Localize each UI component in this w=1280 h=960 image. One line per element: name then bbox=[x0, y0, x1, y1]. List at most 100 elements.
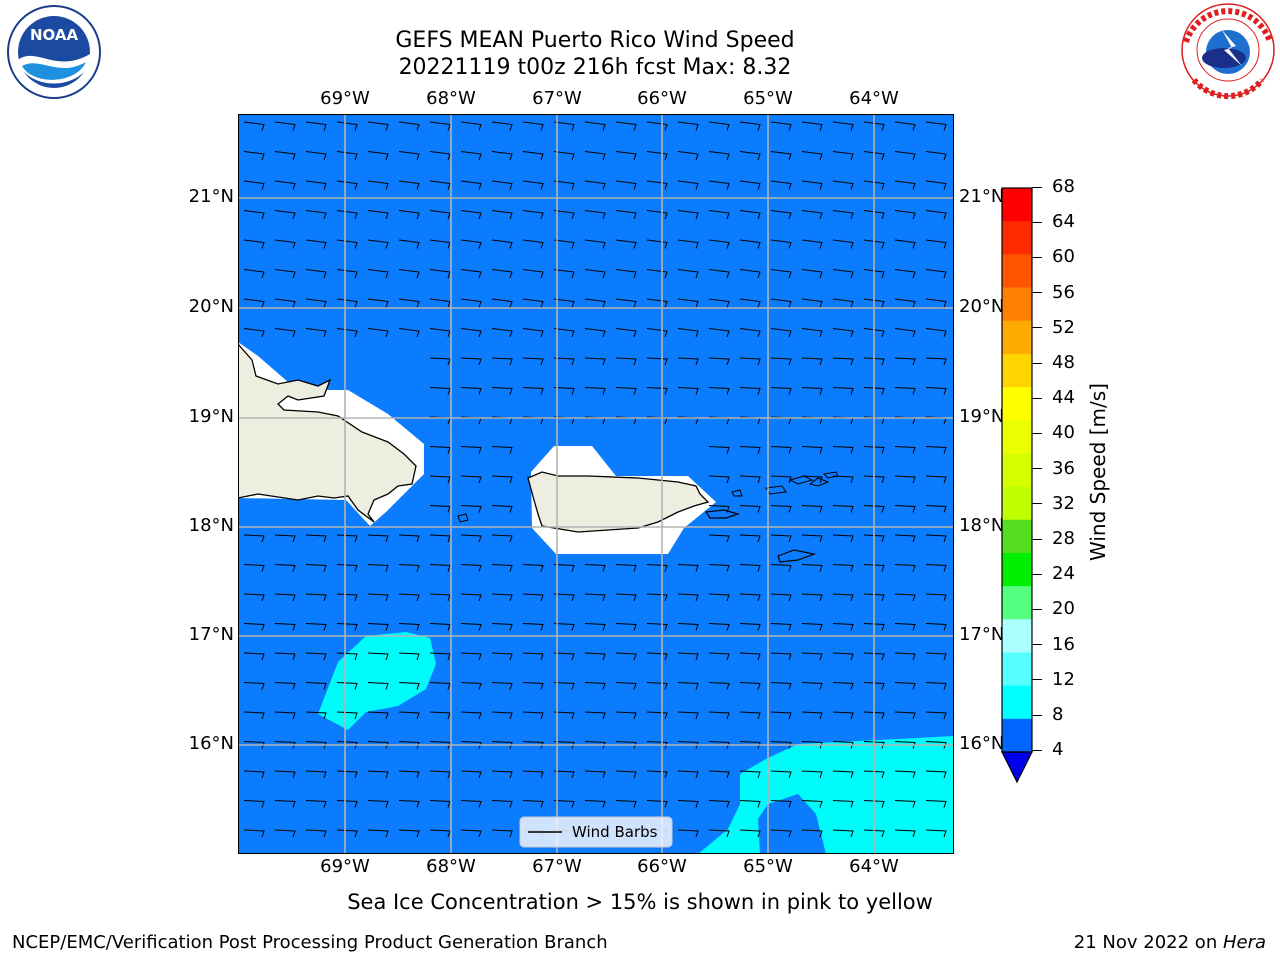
wind-barb bbox=[553, 121, 575, 131]
colorbar-tick: 28 bbox=[1032, 528, 1075, 550]
wind-barb bbox=[243, 239, 265, 249]
wind-barb bbox=[274, 652, 296, 661]
wind-barb bbox=[367, 564, 389, 572]
wind-barb bbox=[801, 121, 823, 131]
wind-barb bbox=[739, 593, 761, 602]
wind-barb bbox=[491, 564, 513, 572]
wind-barb bbox=[863, 505, 885, 513]
wind-barb bbox=[522, 239, 544, 249]
wind-barb bbox=[522, 652, 544, 661]
wind-barb bbox=[925, 121, 947, 131]
wind-barb bbox=[274, 298, 296, 308]
wind-barb bbox=[894, 298, 916, 308]
wind-barb bbox=[832, 269, 854, 279]
colorbar-tick: 56 bbox=[1032, 282, 1075, 304]
wind-barb bbox=[243, 623, 265, 631]
wind-barb bbox=[832, 210, 854, 220]
wind-barb bbox=[553, 564, 575, 572]
wind-barb bbox=[615, 652, 637, 661]
wind-barb bbox=[801, 210, 823, 220]
wind-barb bbox=[305, 298, 327, 308]
wind-barb bbox=[925, 151, 947, 161]
colorbar-tick: 52 bbox=[1032, 317, 1075, 339]
wind-barb bbox=[305, 121, 327, 131]
wind-barb bbox=[863, 475, 885, 484]
wind-barb bbox=[615, 180, 637, 190]
colorbar-tick: 32 bbox=[1032, 493, 1075, 515]
colorbar-tick-label: 64 bbox=[1052, 211, 1075, 233]
wind-barb bbox=[274, 564, 296, 572]
wind-barb bbox=[615, 564, 637, 572]
lon-label-bottom-66w: 66°W bbox=[637, 856, 687, 877]
wind-barb bbox=[274, 269, 296, 279]
wind-barb bbox=[305, 328, 327, 338]
wind-barb bbox=[832, 652, 854, 661]
wind-barb bbox=[429, 652, 451, 661]
wind-barb bbox=[398, 180, 420, 190]
wind-barb bbox=[274, 239, 296, 249]
wind-barb bbox=[367, 829, 389, 838]
colorbar-tick: 12 bbox=[1032, 669, 1075, 691]
wind-barb bbox=[832, 623, 854, 631]
colorbar-tick: 4 bbox=[1032, 739, 1063, 761]
wind-barb bbox=[243, 210, 265, 220]
wind-barb bbox=[708, 151, 730, 161]
wind-barb bbox=[336, 180, 358, 190]
wind-barb bbox=[460, 829, 482, 838]
wind-barb bbox=[615, 210, 637, 220]
wind-barb bbox=[553, 387, 575, 395]
wind-barb bbox=[739, 829, 761, 838]
wind-barb bbox=[863, 151, 885, 161]
wind-barb bbox=[894, 593, 916, 602]
wind-barb bbox=[770, 623, 792, 631]
wind-barb bbox=[491, 829, 513, 838]
wind-barb bbox=[801, 269, 823, 279]
wind-barb bbox=[739, 298, 761, 308]
colorbar bbox=[1001, 187, 1033, 784]
wind-barb bbox=[708, 534, 730, 543]
wind-barb bbox=[801, 682, 823, 690]
wind-barb bbox=[801, 800, 823, 808]
wind-barb bbox=[646, 387, 668, 395]
map-legend-label: Wind Barbs bbox=[572, 823, 658, 841]
chart-title-line2: 20221119 t00z 216h fcst Max: 8.32 bbox=[398, 55, 792, 80]
wind-barb bbox=[367, 210, 389, 220]
wind-barb bbox=[863, 328, 885, 338]
wind-barb bbox=[460, 741, 482, 749]
wind-barb bbox=[801, 328, 823, 338]
colorbar-segment bbox=[1002, 420, 1032, 454]
wind-barb bbox=[243, 534, 265, 543]
wind-barb bbox=[739, 180, 761, 190]
wind-barb bbox=[429, 623, 451, 631]
wind-barb bbox=[925, 328, 947, 338]
wind-barb bbox=[243, 564, 265, 572]
wind-barb bbox=[398, 298, 420, 308]
wind-barb bbox=[832, 239, 854, 249]
wind-barb bbox=[801, 564, 823, 572]
wind-barb bbox=[770, 121, 792, 131]
colorbar-tick: 40 bbox=[1032, 422, 1075, 444]
wind-barb bbox=[863, 593, 885, 602]
wind-barb bbox=[367, 269, 389, 279]
colorbar-tick-label: 4 bbox=[1052, 739, 1064, 761]
wind-barb bbox=[522, 298, 544, 308]
wind-barb bbox=[925, 210, 947, 220]
colorbar-tick: 44 bbox=[1032, 387, 1075, 409]
wind-barb bbox=[553, 652, 575, 661]
wind-barb bbox=[367, 534, 389, 543]
wind-barb bbox=[708, 652, 730, 661]
wind-barb bbox=[305, 800, 327, 808]
wind-barb bbox=[739, 475, 761, 484]
wind-barb bbox=[522, 770, 544, 779]
colorbar-tick: 24 bbox=[1032, 563, 1075, 585]
wind-barb bbox=[491, 475, 513, 484]
wind-barb bbox=[274, 711, 296, 720]
wind-barb bbox=[770, 682, 792, 690]
wind-barb bbox=[863, 239, 885, 249]
wind-barb bbox=[708, 770, 730, 779]
wind-barb bbox=[429, 298, 451, 308]
wind-barb bbox=[367, 239, 389, 249]
wind-barb bbox=[553, 328, 575, 338]
wind-barb bbox=[429, 770, 451, 779]
virgin-islands-outline bbox=[731, 471, 839, 497]
